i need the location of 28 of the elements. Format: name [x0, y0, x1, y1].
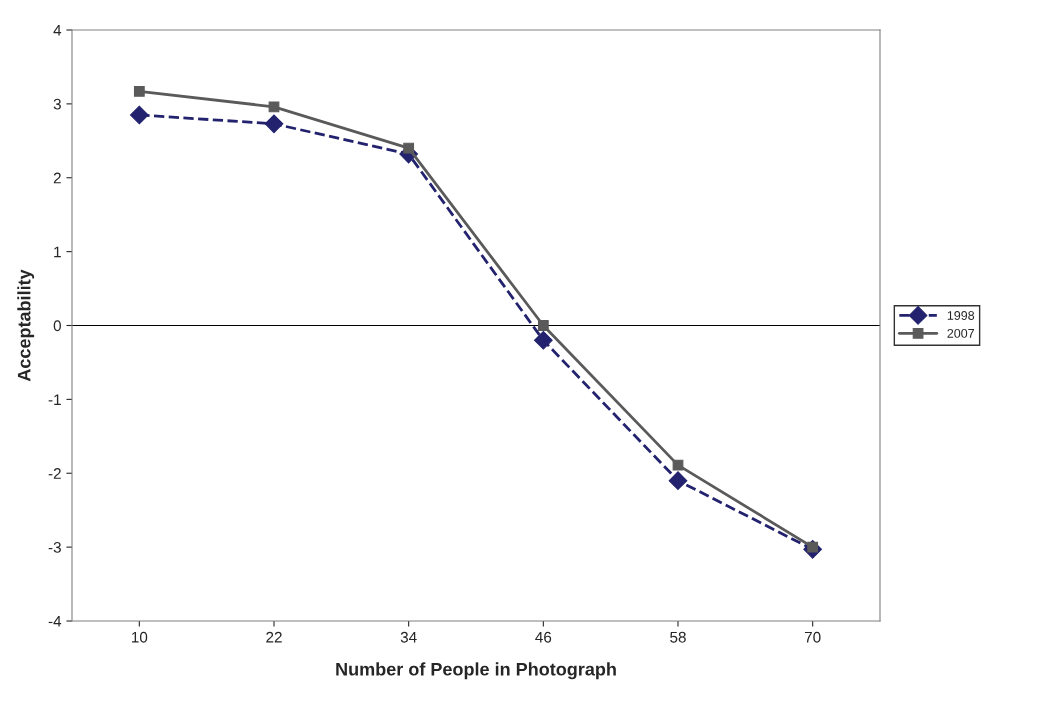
y-tick-label: -3: [48, 541, 61, 553]
x-tick-label: 46: [535, 631, 552, 643]
y-tick-label: 3: [53, 98, 61, 110]
x-tick-label: 10: [132, 631, 148, 643]
point: [672, 459, 684, 471]
y-tick-label: -4: [48, 616, 62, 627]
x-tick-label: 22: [266, 631, 282, 643]
y-tick-label: 4: [53, 25, 62, 36]
x-tick-label: 34: [400, 631, 417, 643]
x-tick-label: 58: [670, 631, 686, 643]
x-axis-title: Number of People in Photograph: [336, 662, 616, 680]
y-tick-label: -2: [48, 468, 61, 479]
legend-label: 1998: [947, 311, 975, 320]
point: [264, 114, 284, 134]
point: [268, 101, 280, 113]
point: [668, 471, 688, 490]
y-tick-label: 1: [54, 246, 61, 258]
point: [533, 330, 553, 350]
x-tick-label: 70: [804, 631, 821, 643]
point: [537, 320, 549, 331]
point: [403, 142, 415, 154]
point: [133, 85, 145, 97]
y-axis-title: Acceptability: [17, 269, 35, 382]
point: [129, 105, 149, 125]
y-tick-label: 2: [53, 172, 61, 184]
legend-label: 2007: [947, 328, 975, 338]
y-tick-label: 0: [53, 320, 61, 332]
y-tick-label: -1: [48, 394, 61, 405]
